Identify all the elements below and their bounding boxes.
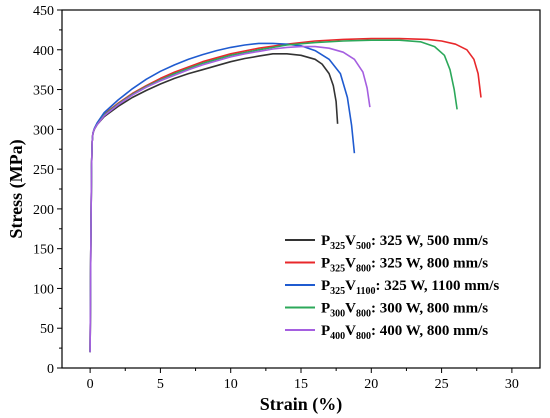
legend-text-part: : 325 W, 800 mm/s [371, 256, 488, 272]
legend-text-part: P [321, 301, 330, 317]
legend-subscript: 400 [330, 331, 345, 342]
x-tick-label: 0 [87, 377, 94, 392]
x-axis-title: Strain (%) [260, 394, 343, 415]
legend-label-5: P400V800: 400 W, 800 mm/s [321, 323, 488, 342]
legend-text-part: P [321, 323, 330, 339]
y-axis-ticks: 0 50 100 150 200 250 300 350 400 450 [33, 4, 62, 377]
x-tick-label: 10 [224, 377, 238, 392]
x-tick-label: 25 [435, 377, 449, 392]
legend-text-part: : 400 W, 800 mm/s [371, 323, 488, 339]
legend-text-part: V [345, 256, 356, 272]
x-axis-ticks: 0 5 10 15 20 25 30 [87, 368, 519, 392]
y-tick-label: 100 [33, 282, 54, 297]
legend-label-4: P300V800: 300 W, 800 mm/s [321, 301, 488, 320]
y-tick-label: 0 [47, 362, 54, 377]
legend-subscript: 1100 [356, 286, 375, 297]
series-lines [89, 37, 482, 353]
legend-subscript: 800 [356, 331, 371, 342]
legend-text-part: V [345, 278, 356, 294]
y-axis-title: Stress (MPa) [6, 139, 27, 238]
legend-subscript: 800 [356, 264, 371, 275]
series-line-3 [89, 42, 356, 353]
y-tick-label: 150 [33, 243, 54, 258]
legend-text-part: V [345, 301, 356, 317]
legend-label-1: P325V500: 325 W, 500 mm/s [321, 233, 488, 252]
x-tick-label: 20 [364, 377, 378, 392]
legend-subscript: 300 [330, 309, 345, 320]
legend-subscript: 325 [330, 241, 345, 252]
legend-text-part: : 325 W, 1100 mm/s [375, 278, 499, 294]
y-tick-label: 200 [33, 203, 54, 218]
legend-subscript: 325 [330, 264, 345, 275]
y-tick-label: 450 [33, 4, 54, 19]
legend-text-part: P [321, 256, 330, 272]
legend-text-part: V [345, 233, 356, 249]
legend-subscript: 500 [356, 241, 371, 252]
legend-subscript: 800 [356, 309, 371, 320]
legend-label-2: P325V800: 325 W, 800 mm/s [321, 256, 488, 275]
legend-text-part: P [321, 233, 330, 249]
x-tick-label: 5 [157, 377, 164, 392]
y-tick-label: 350 [33, 84, 54, 99]
series-line-5 [89, 45, 371, 353]
x-tick-label: 15 [294, 377, 308, 392]
legend-label-3: P325V1100: 325 W, 1100 mm/s [321, 278, 499, 297]
legend-text-part: : 300 W, 800 mm/s [371, 301, 488, 317]
y-tick-label: 300 [33, 123, 54, 138]
legend-text-part: P [321, 278, 330, 294]
legend-text-part: V [345, 323, 356, 339]
legend-subscript: 325 [330, 286, 345, 297]
x-tick-label: 30 [505, 377, 519, 392]
legend-text-part: : 325 W, 500 mm/s [371, 233, 488, 249]
y-tick-label: 50 [40, 322, 54, 337]
y-tick-label: 400 [33, 44, 54, 59]
y-tick-label: 250 [33, 163, 54, 178]
